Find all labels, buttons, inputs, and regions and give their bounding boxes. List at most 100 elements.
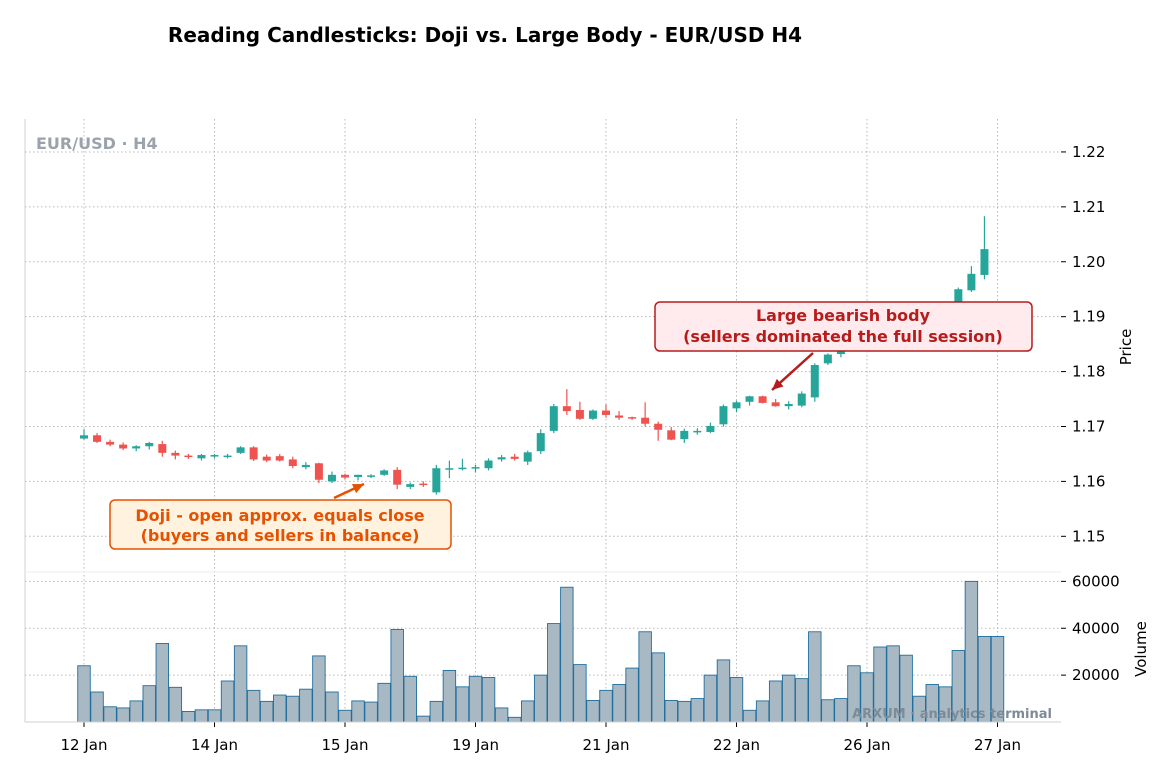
volume-bar [207, 709, 222, 723]
candle [536, 429, 545, 454]
doji-annotation-line2: (buyers and sellers in balance) [141, 526, 420, 545]
candle-body [249, 447, 258, 460]
candle-body [471, 467, 480, 469]
x-tick-label: 26 Jan [844, 736, 891, 754]
volume-bar [168, 686, 183, 723]
candle-body [823, 354, 832, 364]
volume-bar [599, 689, 613, 723]
candle [223, 453, 232, 459]
doji-annotation-line1: Doji - open approx. equals close [135, 506, 424, 525]
volume-bar [821, 699, 835, 723]
candle-body [158, 444, 167, 453]
candle-body [367, 475, 376, 477]
x-tick-label: 27 Jan [974, 736, 1021, 754]
candle-body [510, 456, 519, 459]
volume-bar [325, 691, 339, 723]
volume-bar [808, 631, 822, 723]
candle [249, 446, 258, 462]
volume-bar [742, 709, 757, 723]
volume-bar [233, 645, 248, 723]
candle [758, 395, 767, 404]
volume-bar [468, 675, 483, 723]
candle [719, 404, 728, 427]
candle [171, 450, 180, 460]
candle [301, 462, 310, 470]
candle [106, 439, 115, 447]
bear-annotation-line2: (sellers dominated the full session) [683, 327, 1003, 346]
candle [823, 353, 832, 365]
candle-body [432, 468, 441, 493]
candle [288, 456, 297, 469]
candle [406, 482, 415, 490]
volume-bar [351, 700, 365, 723]
candle-body [771, 402, 780, 407]
volume-bar [677, 700, 691, 723]
candle [484, 458, 493, 471]
volume-bar [612, 684, 626, 723]
candle-body [980, 249, 989, 275]
candle [458, 458, 467, 471]
volume-bar [312, 655, 326, 723]
candle-body [393, 469, 402, 485]
volume-tick-label: 40000 [1072, 619, 1120, 637]
candle-body [236, 447, 245, 453]
axes: 1.15 1.16 1.17 1.18 1.19 1.20 1.21 1.22 20000 400… [24, 119, 1120, 754]
volume-bar [299, 688, 313, 723]
volume-bar [638, 631, 652, 723]
candle [419, 481, 428, 487]
volume-bar [90, 691, 104, 723]
candle [523, 450, 532, 465]
candle-body [797, 393, 806, 406]
candle-body [132, 446, 141, 449]
volume-bar [481, 677, 496, 723]
candle-body [354, 474, 363, 478]
volume-bar [834, 698, 848, 723]
chart-title: Reading Candlesticks: Doji vs. Large Bod… [168, 23, 802, 47]
candle-body [484, 460, 493, 469]
candle-body [588, 410, 597, 419]
volume-bar [795, 678, 809, 723]
volume-tick-label: 20000 [1072, 666, 1120, 684]
x-tick-label: 15 Jan [322, 736, 369, 754]
candle [967, 266, 976, 292]
candle-body [184, 455, 193, 458]
candle [575, 401, 584, 420]
candle-body [275, 456, 284, 461]
candle-body [327, 474, 336, 482]
chart-credit: ARXUM · analytics terminal [852, 707, 1052, 722]
price-axis-label: Price [1117, 329, 1135, 366]
candle-body [314, 463, 323, 480]
volume-bars [77, 580, 1005, 723]
candle-body [93, 435, 102, 442]
volume-bar [755, 700, 770, 723]
volume-bar [246, 689, 261, 723]
volume-bar [273, 694, 287, 723]
candle-body [106, 441, 115, 445]
candle-body [784, 403, 793, 407]
volume-bar [155, 643, 170, 723]
candle-body [80, 435, 88, 439]
candle [641, 402, 650, 427]
volume-bar [690, 698, 705, 723]
volume-axis-label: Volume [1132, 621, 1150, 677]
volume-bar [377, 682, 391, 723]
price-tick-label: 1.16 [1072, 472, 1105, 490]
doji-annotation-box [109, 499, 452, 550]
candle [314, 462, 323, 484]
candle [510, 453, 519, 461]
candle-body [341, 474, 349, 478]
volume-tick-label: 60000 [1072, 572, 1120, 590]
candle [588, 409, 597, 420]
candle-body [680, 430, 689, 440]
candle [354, 474, 363, 481]
candle-body [706, 425, 715, 432]
x-tick-label: 21 Jan [583, 736, 630, 754]
candle-body [693, 430, 702, 433]
volume-bar [116, 707, 130, 723]
volume-bar [416, 715, 430, 723]
price-tick-label: 1.15 [1072, 527, 1105, 545]
candle [797, 391, 806, 408]
candle [602, 404, 610, 418]
bear-annotation: Large bearish body (sellers dominated th… [654, 301, 1033, 391]
candle-body [171, 452, 180, 456]
